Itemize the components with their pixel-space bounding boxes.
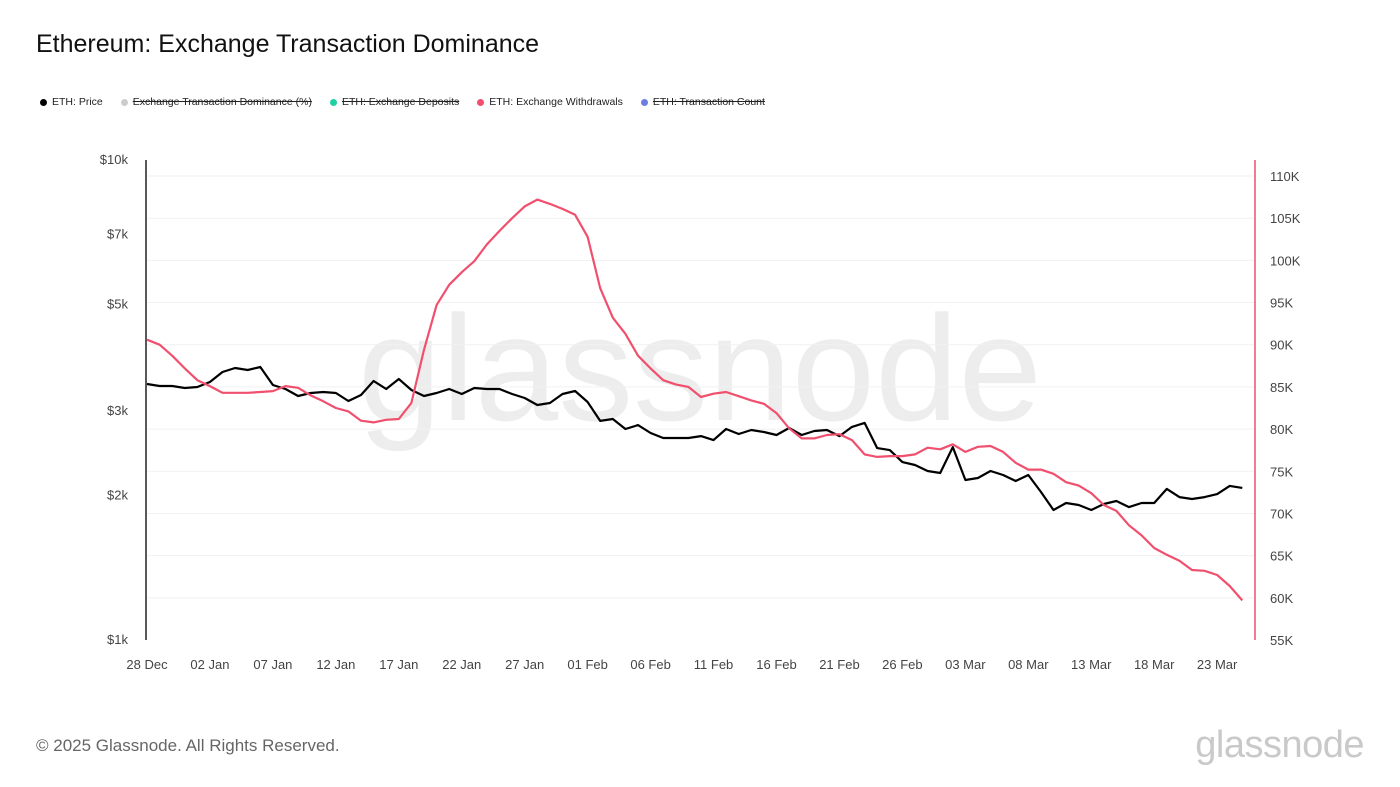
y-right-tick-label: 95K	[1270, 296, 1293, 311]
legend-item-tx-count[interactable]: ETH: Transaction Count	[640, 96, 765, 108]
legend-item-price[interactable]: ETH: Price	[40, 96, 103, 108]
x-tick-label: 06 Feb	[630, 657, 670, 672]
x-tick-label: 13 Mar	[1071, 657, 1112, 672]
y-left-tick-label: $7k	[107, 226, 128, 241]
legend-label: ETH: Exchange Deposits	[341, 96, 460, 108]
y-right-tick-label: 90K	[1270, 338, 1293, 353]
legend-label: Exchange Transaction Dominance (%)	[132, 96, 312, 108]
x-tick-label: 18 Mar	[1134, 657, 1175, 672]
x-tick-label: 17 Jan	[379, 657, 418, 672]
legend-dot-icon	[477, 98, 485, 106]
legend-dot-icon	[120, 98, 128, 106]
y-right-tick-label: 65K	[1270, 549, 1293, 564]
x-tick-label: 07 Jan	[253, 657, 292, 672]
y-right-tick-label: 110K	[1270, 169, 1300, 184]
x-tick-label: 28 Dec	[126, 657, 168, 672]
y-right-tick-label: 100K	[1270, 253, 1301, 268]
x-tick-label: 21 Feb	[819, 657, 859, 672]
legend-item-deposits[interactable]: ETH: Exchange Deposits	[329, 96, 460, 108]
legend: ETH: Price Exchange Transaction Dominanc…	[40, 96, 765, 108]
series-line-eth-exchange-withdrawals	[146, 198, 1244, 602]
y-left-tick-label: $10k	[100, 152, 129, 167]
x-tick-label: 12 Jan	[316, 657, 355, 672]
x-tick-label: 26 Feb	[882, 657, 922, 672]
x-tick-label: 11 Feb	[694, 657, 734, 672]
x-tick-label: 01 Feb	[567, 657, 607, 672]
y-right-tick-label: 70K	[1270, 506, 1293, 521]
y-right-tick-label: 75K	[1270, 464, 1293, 479]
series-line-eth-price	[146, 365, 1243, 512]
legend-item-dominance[interactable]: Exchange Transaction Dominance (%)	[120, 96, 312, 108]
y-right-tick-label: 80K	[1270, 422, 1293, 437]
legend-label: ETH: Transaction Count	[652, 96, 765, 108]
x-tick-label: 08 Mar	[1008, 657, 1049, 672]
legend-label: ETH: Exchange Withdrawals	[489, 96, 623, 108]
y-right-tick-label: 55K	[1270, 633, 1293, 648]
watermark-logo: glassnode	[358, 284, 1042, 452]
y-left-tick-label: $3k	[107, 403, 128, 418]
copyright: © 2025 Glassnode. All Rights Reserved.	[36, 736, 340, 755]
legend-item-withdrawals[interactable]: ETH: Exchange Withdrawals	[477, 96, 623, 108]
legend-label: ETH: Price	[52, 96, 103, 108]
legend-dot-icon	[640, 98, 648, 106]
y-right-tick-label: 60K	[1270, 591, 1293, 606]
y-left-tick-label: $1k	[107, 632, 128, 647]
x-tick-label: 16 Feb	[756, 657, 796, 672]
x-tick-label: 22 Jan	[442, 657, 481, 672]
x-tick-label: 03 Mar	[945, 657, 986, 672]
x-tick-label: 02 Jan	[190, 657, 229, 672]
glassnode-logo: glassnode	[1195, 724, 1364, 766]
y-right-tick-label: 85K	[1270, 380, 1293, 395]
legend-dot-icon	[40, 98, 47, 106]
chart-title: Ethereum: Exchange Transaction Dominance	[36, 30, 540, 58]
y-left-tick-label: $2k	[107, 488, 128, 503]
y-right-tick-label: 105K	[1270, 211, 1301, 226]
x-tick-label: 27 Jan	[505, 657, 544, 672]
x-tick-label: 23 Mar	[1197, 657, 1238, 672]
y-left-tick-label: $5k	[107, 296, 128, 311]
legend-dot-icon	[329, 98, 337, 106]
